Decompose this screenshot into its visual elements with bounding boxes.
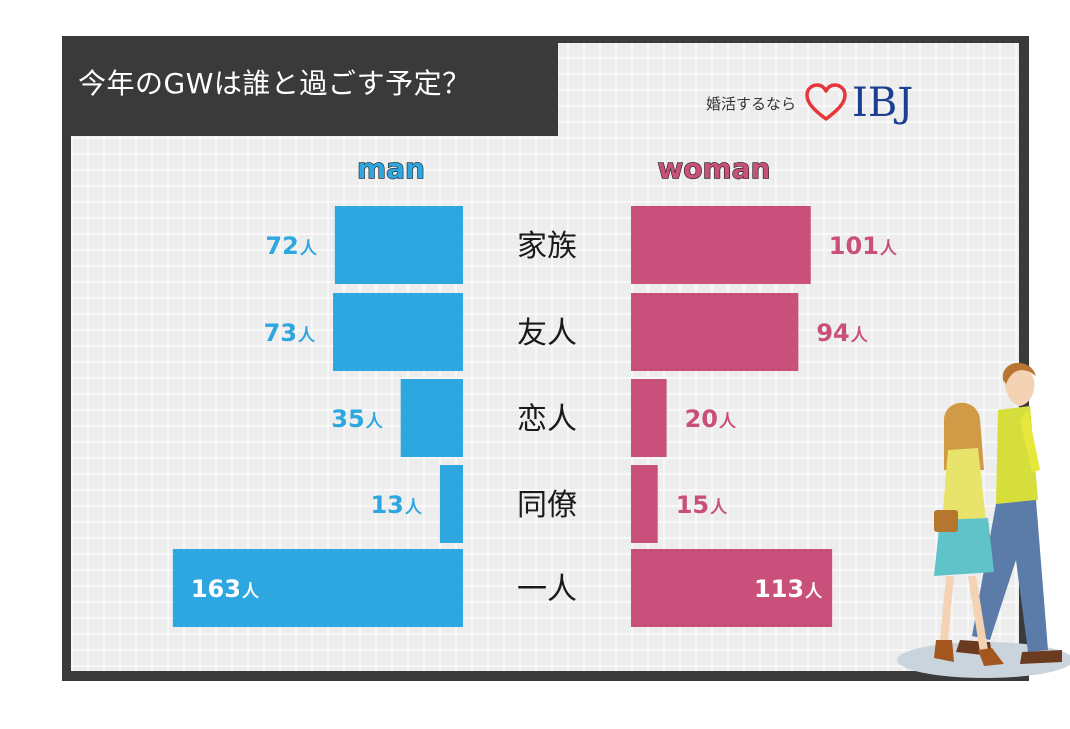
value-label-man: 35人: [331, 405, 383, 433]
heart-outline-icon: [805, 83, 847, 121]
bar-man: [439, 465, 463, 543]
value-label-woman: 20人: [685, 405, 737, 433]
value-label-man: 73人: [264, 319, 316, 347]
category-label: 家族: [517, 229, 577, 264]
woman-figure: [934, 402, 1004, 666]
bar-woman: [631, 465, 658, 543]
brand-logo: 婚活するなら IBJ: [706, 80, 913, 126]
bar-man: [333, 293, 463, 371]
bar-woman: [631, 379, 667, 457]
chart-frame: [62, 36, 1029, 681]
value-label-woman: 94人: [816, 319, 868, 347]
brand-name: IBJ: [852, 80, 914, 126]
bar-man: [172, 549, 464, 627]
value-label-woman: 15人: [676, 491, 728, 519]
category-label: 恋人: [517, 402, 577, 437]
bar-woman: [631, 206, 811, 284]
value-label-man: 13人: [370, 491, 422, 519]
bar-man: [334, 206, 463, 284]
title-panel: [62, 36, 558, 136]
page-title: 今年のGWは誰と過ごす予定？: [78, 67, 471, 100]
category-label: 同僚: [517, 488, 577, 523]
value-label-man: 72人: [265, 232, 317, 260]
category-label: 友人: [517, 316, 577, 351]
series-label-woman: woman: [657, 152, 770, 185]
category-label: 一人: [517, 572, 577, 607]
couple-illustration: [897, 362, 1070, 678]
brand-tagline: 婚活するなら: [706, 94, 797, 113]
grid-background: [71, 43, 1019, 671]
man-figure: [956, 362, 1062, 664]
bar-woman: [631, 293, 799, 371]
series-label-man: man: [357, 152, 425, 185]
bar-man: [400, 379, 463, 457]
value-label-woman: 101人: [829, 232, 898, 260]
bar-woman: [631, 549, 833, 627]
